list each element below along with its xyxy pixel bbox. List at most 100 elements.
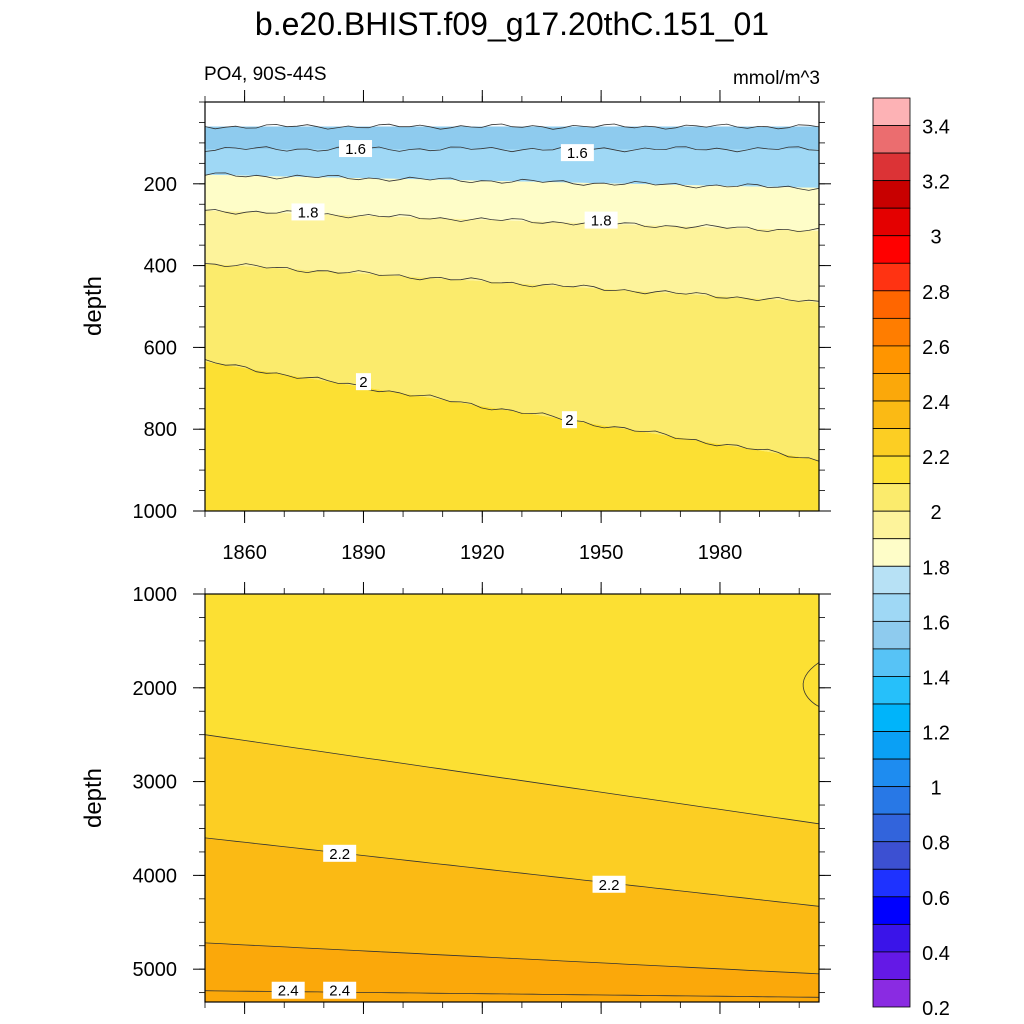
contour-label: 1.8 [291, 203, 325, 221]
colorbar-box [872, 951, 911, 980]
contour-line [204, 734, 820, 825]
colorbar-label: 3 [930, 227, 941, 249]
colorbar-box [872, 483, 911, 512]
colorbar-box [872, 125, 911, 154]
contour-line [802, 662, 820, 707]
y-tick-label: 200 [144, 174, 177, 196]
colorbar-label: 0.8 [922, 833, 950, 855]
contour-label: 2 [561, 411, 577, 429]
contour-fill-band [205, 837, 819, 974]
contour-line [204, 123, 820, 130]
x-tick-label: 1980 [698, 542, 743, 564]
colorbar-box [872, 565, 911, 595]
y-tick-label: 2000 [133, 678, 178, 700]
contour-line [204, 837, 820, 907]
colorbar-box [872, 207, 911, 237]
y-tick-label: 400 [144, 256, 177, 278]
colorbar-box [872, 731, 911, 760]
contour-line [204, 359, 820, 462]
contour-fill-band [205, 263, 819, 460]
colorbar-box [872, 786, 911, 815]
y-tick-label: 800 [144, 419, 177, 441]
subtitle-units: mmol/m^3 [732, 68, 820, 89]
contour-label: 1.8 [584, 211, 618, 230]
colorbar-label: 1.8 [922, 557, 950, 579]
contour-label-text: 2.2 [329, 846, 350, 863]
contour-label-text: 2 [359, 374, 367, 391]
colorbar-box [872, 290, 911, 319]
colorbar-box [872, 345, 911, 374]
y-axis-label: depth [80, 768, 107, 828]
colorbar-label: 0.2 [922, 998, 950, 1020]
contour-label: 1.6 [560, 144, 594, 162]
contour-label: 2.2 [323, 844, 357, 863]
contour-label: 2.4 [271, 981, 305, 1000]
contour-label-box [584, 211, 618, 229]
y-tick-label: 4000 [133, 865, 178, 887]
contour-fill-band [205, 126, 819, 150]
contour-fill-band [205, 210, 819, 303]
contour-label-text: 1.8 [298, 204, 319, 221]
colorbar-box [872, 896, 911, 925]
colorbar-label: 1.2 [922, 723, 950, 745]
y-tick-label: 3000 [133, 772, 178, 794]
y-tick-label: 5000 [133, 959, 178, 981]
colorbar-box [872, 180, 911, 209]
colorbar-box [872, 510, 911, 540]
contour-label-text: 1.8 [591, 213, 612, 230]
colorbar-box [872, 620, 911, 650]
colorbar-box [872, 813, 911, 843]
contour-fill-band [205, 361, 819, 511]
colorbar-box [872, 152, 911, 182]
contour-label-text: 2.2 [599, 877, 620, 894]
colorbar-box [872, 428, 911, 457]
contour-label-box [561, 411, 577, 429]
contour-label-box [592, 875, 626, 893]
chart-title: b.e20.BHIST.f09_g17.20thC.151_01 [254, 6, 770, 42]
y-axis-label: depth [80, 276, 107, 336]
colorbar-box [872, 868, 911, 898]
contour-label-box [339, 140, 373, 158]
contour-label-box [323, 844, 357, 862]
contour-label: 1.6 [339, 140, 373, 158]
contour-label-text: 1.6 [567, 145, 588, 162]
colorbar-box [872, 317, 911, 347]
colorbar-box [872, 235, 911, 264]
contour-label-text: 2 [565, 412, 573, 429]
colorbar-label: 2.6 [922, 337, 950, 359]
colorbar-box [872, 373, 911, 402]
colorbar: 3.4 3.2 3 2.8 2.6 2.4 2.2 2 1.8 1.6 1.4 1.2 1 0.8 0.6 0… [872, 97, 950, 1020]
contour-label: 2 [355, 373, 371, 391]
y-tick-label: 600 [144, 337, 177, 359]
contour-line [204, 146, 820, 153]
y-tick-label: 1000 [133, 501, 178, 523]
contour-label-text: 2.4 [329, 983, 350, 1000]
contour-label-box [291, 203, 325, 221]
contour-line [204, 990, 820, 998]
lower-panel: 2.2 2.2 2.4 2.4 1000 2000 3000 4000 5000 depth [80, 582, 831, 1014]
x-tick-label: 1890 [341, 542, 386, 564]
contour-label-box [560, 144, 594, 162]
colorbar-box [872, 455, 911, 485]
colorbar-box [872, 593, 911, 622]
contour-label-box [355, 373, 371, 391]
contour-label-text: 1.6 [345, 141, 366, 158]
contour-line [204, 172, 820, 191]
contour-label: 2.4 [323, 981, 357, 1000]
colorbar-label: 1.6 [922, 612, 950, 634]
contour-label-box [323, 981, 357, 999]
colorbar-box [872, 923, 911, 953]
upper-panel: 1.6 1.6 1.8 1.8 2 2 200 400 600 800 1000 1860 1890 19… [80, 90, 831, 564]
colorbar-box [872, 97, 911, 126]
colorbar-box [872, 538, 911, 567]
contour-label-text: 2.4 [278, 983, 299, 1000]
contour-line [204, 942, 820, 975]
colorbar-label: 2.2 [922, 447, 950, 469]
contour-label: 2.2 [592, 875, 626, 894]
colorbar-label: 2.8 [922, 282, 950, 304]
contour-fill-band [205, 734, 819, 907]
contour-fill-band [205, 594, 819, 824]
colorbar-label: 0.4 [922, 943, 950, 965]
colorbar-box [872, 841, 911, 870]
